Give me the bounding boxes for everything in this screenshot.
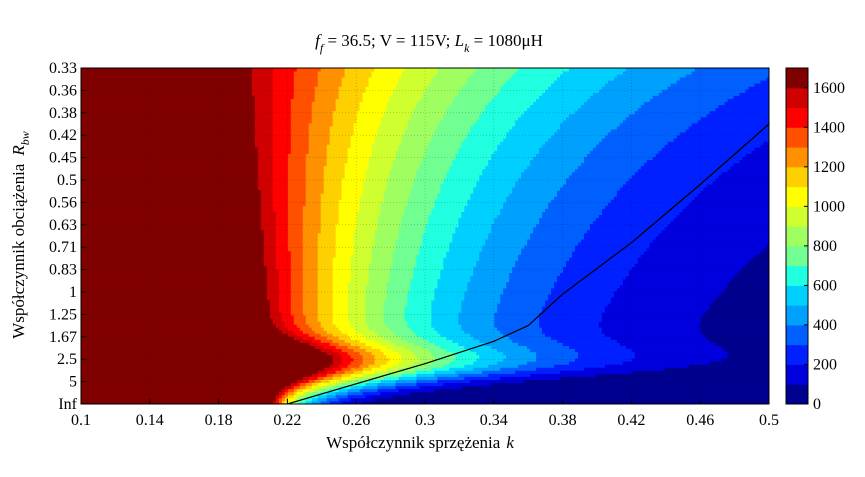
colorbar-tick-label: 1000 (813, 198, 845, 215)
colorbar-tick-label: 800 (813, 238, 837, 255)
y-tick-label: 1 (69, 284, 77, 301)
colorbar-segment-15 (786, 87, 808, 109)
colorbar-segment-0 (786, 384, 808, 405)
colorbar-tick-label: 400 (813, 317, 837, 334)
colorbar-segment-2 (786, 344, 808, 365)
title-l-subscript: k (464, 41, 470, 55)
colorbar-segment-5 (786, 285, 808, 306)
colorbar-segment-7 (786, 245, 808, 267)
chart-title: ff = 36.5; V = 115V; Lk = 1080μH (315, 31, 543, 55)
y-tick-label: 0.33 (49, 60, 77, 77)
colorbar-frame (785, 67, 809, 405)
x-tick-label: 0.26 (342, 412, 370, 429)
y-axis-label-subscript: bw (18, 131, 32, 145)
x-tick-label: 0.46 (686, 412, 714, 429)
x-axis-ticks: 0.1 0.14 0.18 0.22 0.26 0.3 0.34 0.38 0.42 0.46 0.… (71, 399, 779, 429)
y-tick-label: 0.63 (49, 217, 77, 234)
colorbar-tick-label: 1200 (813, 159, 845, 176)
colorbar-segment-4 (786, 305, 808, 326)
y-tick-label: 0.5 (57, 172, 77, 189)
contour-band-16 (81, 68, 333, 404)
colorbar-segment-8 (786, 226, 808, 247)
y-tick-label: 0.56 (49, 194, 77, 211)
colorbar-tick-label: 0 (813, 396, 821, 413)
y-tick-label: 0.42 (49, 127, 77, 144)
colorbar-segment-16 (786, 68, 808, 89)
x-tick-label: 0.1 (71, 412, 91, 429)
colorbar-segment-1 (786, 364, 808, 385)
y-tick-label: 0.83 (49, 262, 77, 279)
y-axis-label-symbol: R (9, 145, 28, 157)
colorbar-segment-13 (786, 127, 808, 148)
colorbar-tick-label: 1600 (813, 80, 845, 97)
y-tick-label: 1.25 (49, 306, 77, 323)
x-tick-label: 0.38 (549, 412, 577, 429)
colorbar-tick-label: 200 (813, 356, 837, 373)
colorbar (786, 68, 808, 405)
x-tick-label: 0.22 (273, 412, 301, 429)
contour-line (81, 123, 769, 404)
x-tick-label: 0.34 (480, 412, 508, 429)
title-l-symbol: L (454, 31, 464, 50)
x-tick-label: 0.18 (205, 412, 233, 429)
y-tick-label: 0.38 (49, 105, 77, 122)
y-tick-label: 0.36 (49, 82, 77, 99)
colorbar-segment-11 (786, 166, 808, 188)
title-f-subscript: f (320, 41, 325, 55)
y-axis-label-text: Współczynnik obciążenia (9, 163, 28, 339)
title-f-symbol: f (315, 31, 322, 50)
y-axis-ticks: 0.33 0.36 0.38 0.42 0.45 0.5 0.56 0.63 0.71 0.83 1… (49, 60, 86, 413)
y-tick-label: 0.71 (49, 239, 77, 256)
colorbar-segment-9 (786, 206, 808, 227)
y-tick-label: Inf (58, 396, 77, 413)
y-tick-label: 5 (69, 374, 77, 391)
colorbar-segment-6 (786, 265, 808, 286)
colorbar-segment-3 (786, 324, 808, 346)
x-axis-label-symbol: k (506, 433, 514, 452)
colorbar-tick-label: 1400 (813, 119, 845, 136)
y-axis-label: Współczynnik obciążenia Rbw (9, 131, 32, 339)
x-tick-label: 0.3 (415, 412, 435, 429)
colorbar-tick-label: 600 (813, 277, 837, 294)
title-l-value: = 1080μH (469, 31, 542, 50)
x-tick-label: 0.14 (136, 412, 164, 429)
colorbar-segment-10 (786, 186, 808, 207)
y-tick-label: 0.45 (49, 150, 77, 167)
colorbar-segment-14 (786, 107, 808, 128)
x-tick-label: 0.42 (617, 412, 645, 429)
colorbar-segment-12 (786, 147, 808, 168)
x-tick-label: 0.5 (759, 412, 779, 429)
contour-bands (81, 68, 769, 404)
title-f-value: = 36.5; V = 115V; (323, 31, 454, 50)
y-tick-label: 1.67 (49, 329, 77, 346)
x-axis-label-text: Współczynnik sprzężenia (326, 433, 501, 452)
colorbar-ticks: 0 200 400 600 800 1000 1200 1400 1600 (804, 80, 845, 413)
y-tick-label: 2.5 (57, 351, 77, 368)
x-axis-label: Współczynnik sprzężenia k (326, 433, 514, 452)
